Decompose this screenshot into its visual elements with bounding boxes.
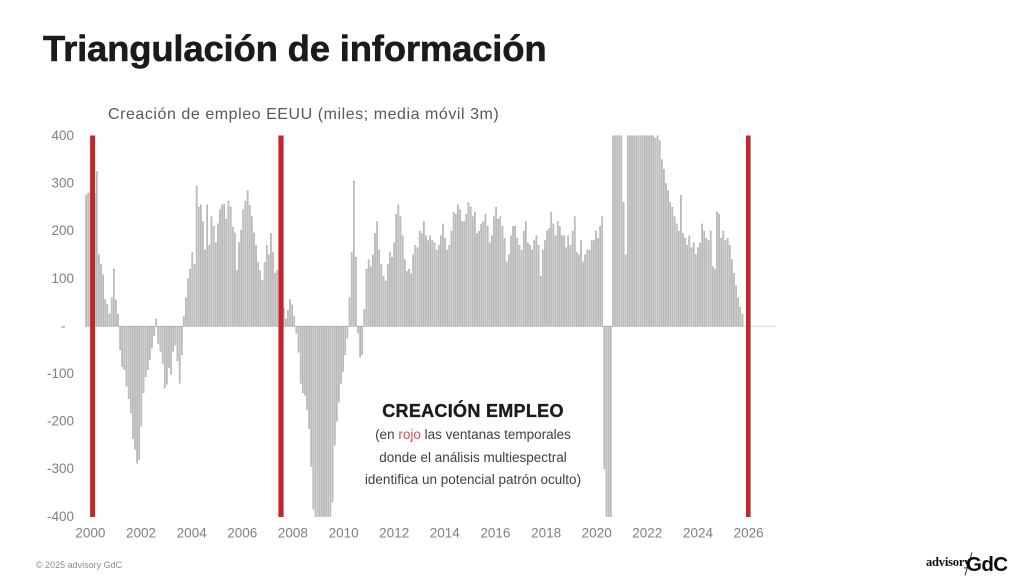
svg-text:2018: 2018 xyxy=(531,526,561,541)
svg-text:-: - xyxy=(61,318,66,333)
svg-text:2004: 2004 xyxy=(177,526,208,541)
svg-text:2026: 2026 xyxy=(734,526,764,541)
svg-text:2022: 2022 xyxy=(632,526,662,541)
svg-text:300: 300 xyxy=(51,176,74,191)
svg-text:2020: 2020 xyxy=(582,526,612,541)
svg-text:-400: -400 xyxy=(47,509,74,524)
svg-text:2016: 2016 xyxy=(480,526,510,541)
svg-text:2008: 2008 xyxy=(278,526,308,541)
svg-text:2006: 2006 xyxy=(227,526,257,541)
svg-text:2012: 2012 xyxy=(379,526,409,541)
svg-text:2010: 2010 xyxy=(329,526,359,541)
svg-text:-200: -200 xyxy=(47,414,74,429)
svg-text:200: 200 xyxy=(51,223,74,238)
svg-text:400: 400 xyxy=(51,128,74,143)
svg-text:2024: 2024 xyxy=(683,526,714,541)
svg-text:-300: -300 xyxy=(47,461,74,476)
svg-text:2014: 2014 xyxy=(430,526,461,541)
svg-text:2002: 2002 xyxy=(126,526,156,541)
svg-text:-100: -100 xyxy=(47,366,74,381)
svg-text:100: 100 xyxy=(51,271,74,286)
svg-text:2000: 2000 xyxy=(75,526,105,541)
